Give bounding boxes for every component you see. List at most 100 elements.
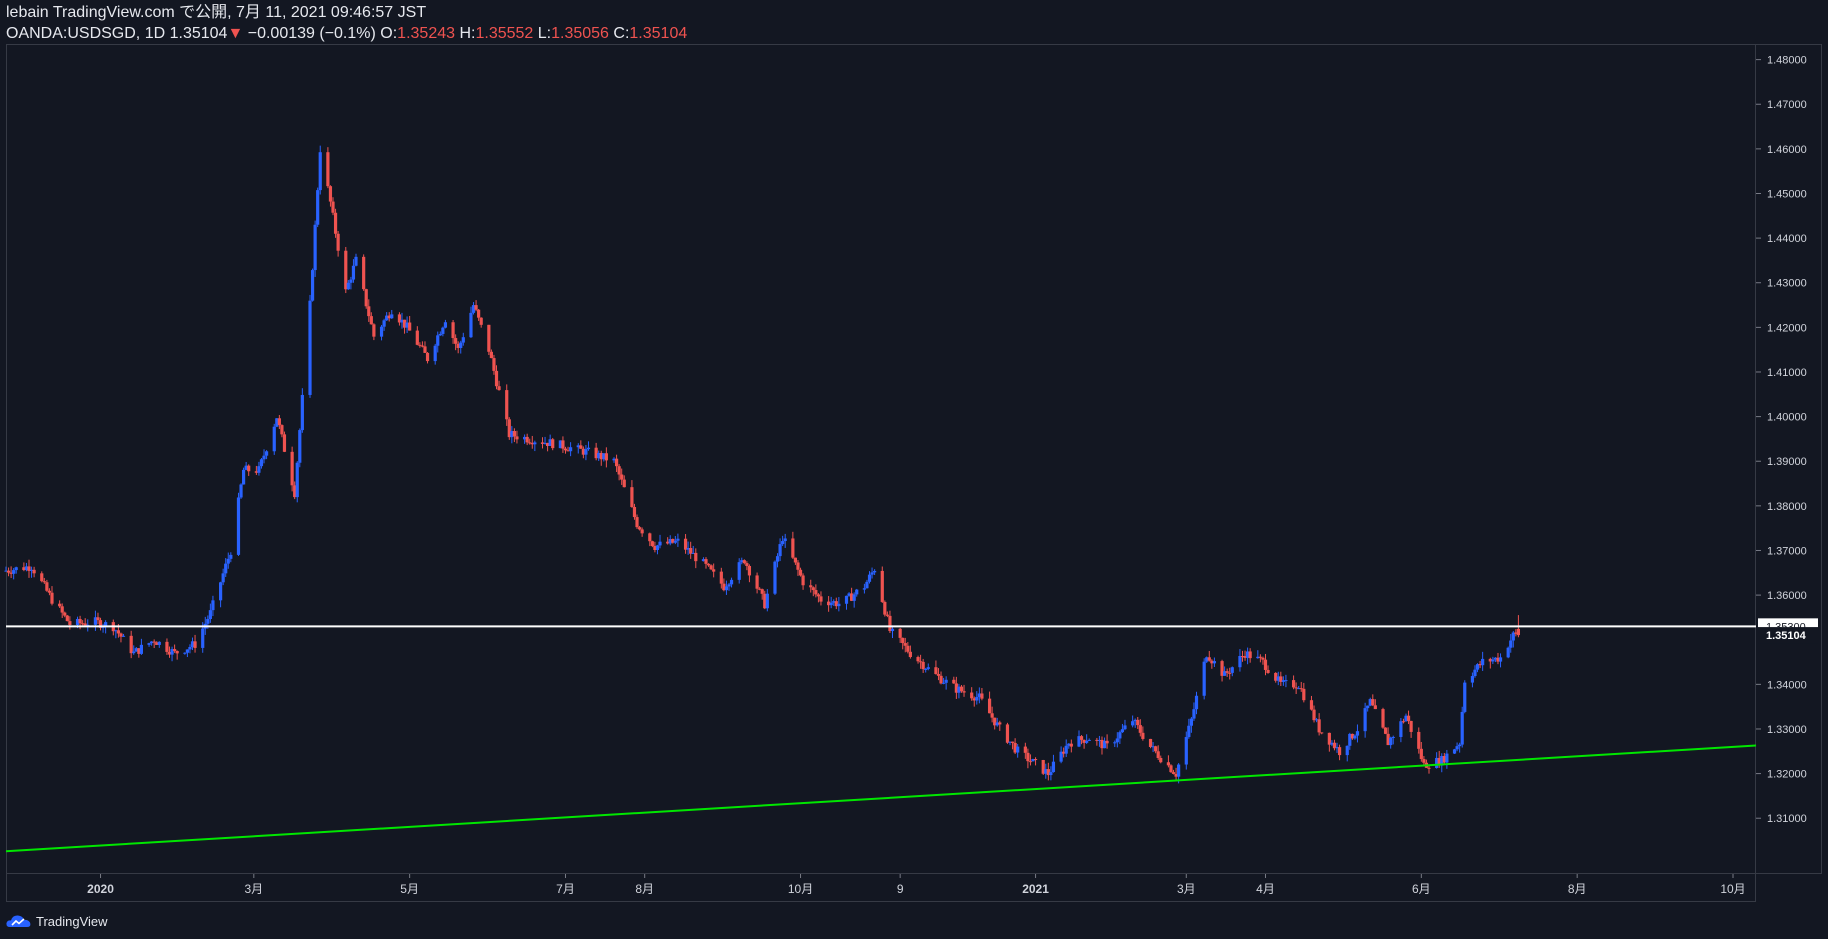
- candle-body: [883, 601, 887, 615]
- candle-body: [362, 256, 366, 290]
- candle-body: [862, 588, 866, 590]
- candle-body: [193, 641, 197, 648]
- candle-body: [264, 451, 269, 456]
- candle-body: [433, 345, 437, 362]
- candle-body: [385, 315, 389, 321]
- y-tick-label: 1.39000: [1767, 456, 1807, 468]
- candle-body: [206, 618, 210, 624]
- time-axis[interactable]: [6, 874, 1756, 902]
- candle-body: [773, 561, 777, 594]
- candle-body: [952, 679, 956, 684]
- candle-body: [1008, 741, 1012, 743]
- candle-body: [1194, 695, 1199, 710]
- candle-body: [420, 345, 425, 347]
- candle-body: [829, 602, 833, 606]
- candle-body: [781, 541, 785, 545]
- x-tick-label: 8月: [635, 882, 654, 896]
- candle-body: [546, 442, 550, 446]
- candle-body: [137, 648, 141, 654]
- candle-body: [83, 623, 87, 626]
- candle-body: [129, 635, 133, 654]
- candle-body: [1031, 759, 1035, 762]
- candle-body: [832, 601, 836, 603]
- candle-body: [512, 431, 516, 437]
- candle-body: [1246, 651, 1250, 658]
- x-tick-label: 10月: [788, 882, 813, 896]
- candle-body: [471, 305, 476, 313]
- candle-body: [1212, 661, 1216, 664]
- candle-body: [995, 722, 999, 726]
- candle-body: [1350, 733, 1354, 739]
- candle-body: [247, 465, 251, 472]
- y-tick-label: 1.42000: [1767, 322, 1807, 334]
- candle-body: [1383, 727, 1388, 734]
- candle-body: [1386, 733, 1390, 746]
- candle-body: [510, 431, 514, 438]
- plot-area[interactable]: [6, 44, 1756, 874]
- symbol-label[interactable]: OANDA:USDSGD, 1D: [6, 25, 166, 42]
- candle-body: [1516, 628, 1521, 636]
- candle-body: [1404, 715, 1408, 722]
- candle-body: [604, 453, 608, 461]
- candle-body: [1082, 739, 1086, 743]
- candle-body: [351, 265, 356, 280]
- candle-body: [507, 419, 511, 438]
- candle-body: [867, 574, 872, 582]
- candle-body: [1276, 676, 1280, 681]
- brand-label: TradingView: [36, 913, 108, 929]
- candle-body: [1335, 747, 1339, 749]
- y-tick-label: 1.46000: [1767, 144, 1807, 156]
- candle-body: [441, 327, 445, 334]
- last-price: 1.35104: [169, 25, 228, 42]
- price-axis[interactable]: [1756, 44, 1822, 874]
- candle-body: [850, 593, 854, 601]
- candle-body: [236, 497, 241, 555]
- candle-body: [801, 575, 805, 586]
- candle-body: [408, 322, 412, 331]
- candle-body: [86, 624, 90, 626]
- candle-body: [505, 390, 509, 420]
- candle-body: [405, 322, 409, 328]
- candle-body: [1353, 735, 1357, 739]
- candle-body: [890, 628, 895, 632]
- candle-body: [1317, 719, 1321, 733]
- candle-body: [254, 471, 258, 473]
- candle-body: [885, 614, 889, 616]
- candle-body: [686, 548, 690, 550]
- candle-body: [852, 594, 856, 601]
- candle-body: [676, 538, 680, 541]
- candle-body: [262, 455, 266, 460]
- y-tick-label: 1.38000: [1767, 501, 1807, 513]
- candle-body: [566, 450, 570, 452]
- candle-body: [1046, 769, 1050, 776]
- candle-body: [809, 585, 813, 588]
- candle-body: [24, 566, 29, 571]
- y-tick-label: 1.33000: [1767, 724, 1807, 736]
- low-value: 1.35056: [551, 25, 609, 42]
- candle-body: [936, 674, 941, 676]
- candle-body: [975, 696, 979, 701]
- candle-body: [226, 558, 230, 564]
- y-tick-label: 1.37000: [1767, 545, 1807, 557]
- candle-body: [987, 698, 992, 714]
- candle-body: [614, 458, 619, 467]
- candle-body: [791, 538, 795, 558]
- candle-body: [944, 679, 948, 683]
- candle-body: [1373, 705, 1377, 710]
- candle-body: [244, 465, 248, 470]
- candle-body: [298, 430, 302, 463]
- candle-body: [1202, 661, 1206, 696]
- candle-body: [27, 566, 31, 571]
- candle-body: [666, 541, 670, 544]
- candle-body: [1243, 656, 1247, 658]
- candle-body: [45, 582, 49, 591]
- tradingview-brand[interactable]: TradingView: [6, 912, 108, 930]
- candle-body: [1118, 732, 1122, 739]
- candle-body: [599, 452, 603, 460]
- candle-body: [1177, 764, 1181, 777]
- candle-body: [793, 557, 798, 563]
- candle-body: [1455, 746, 1459, 750]
- y-tick-label: 1.41000: [1767, 367, 1807, 379]
- candle-body: [990, 713, 994, 718]
- candle-body: [1478, 664, 1482, 666]
